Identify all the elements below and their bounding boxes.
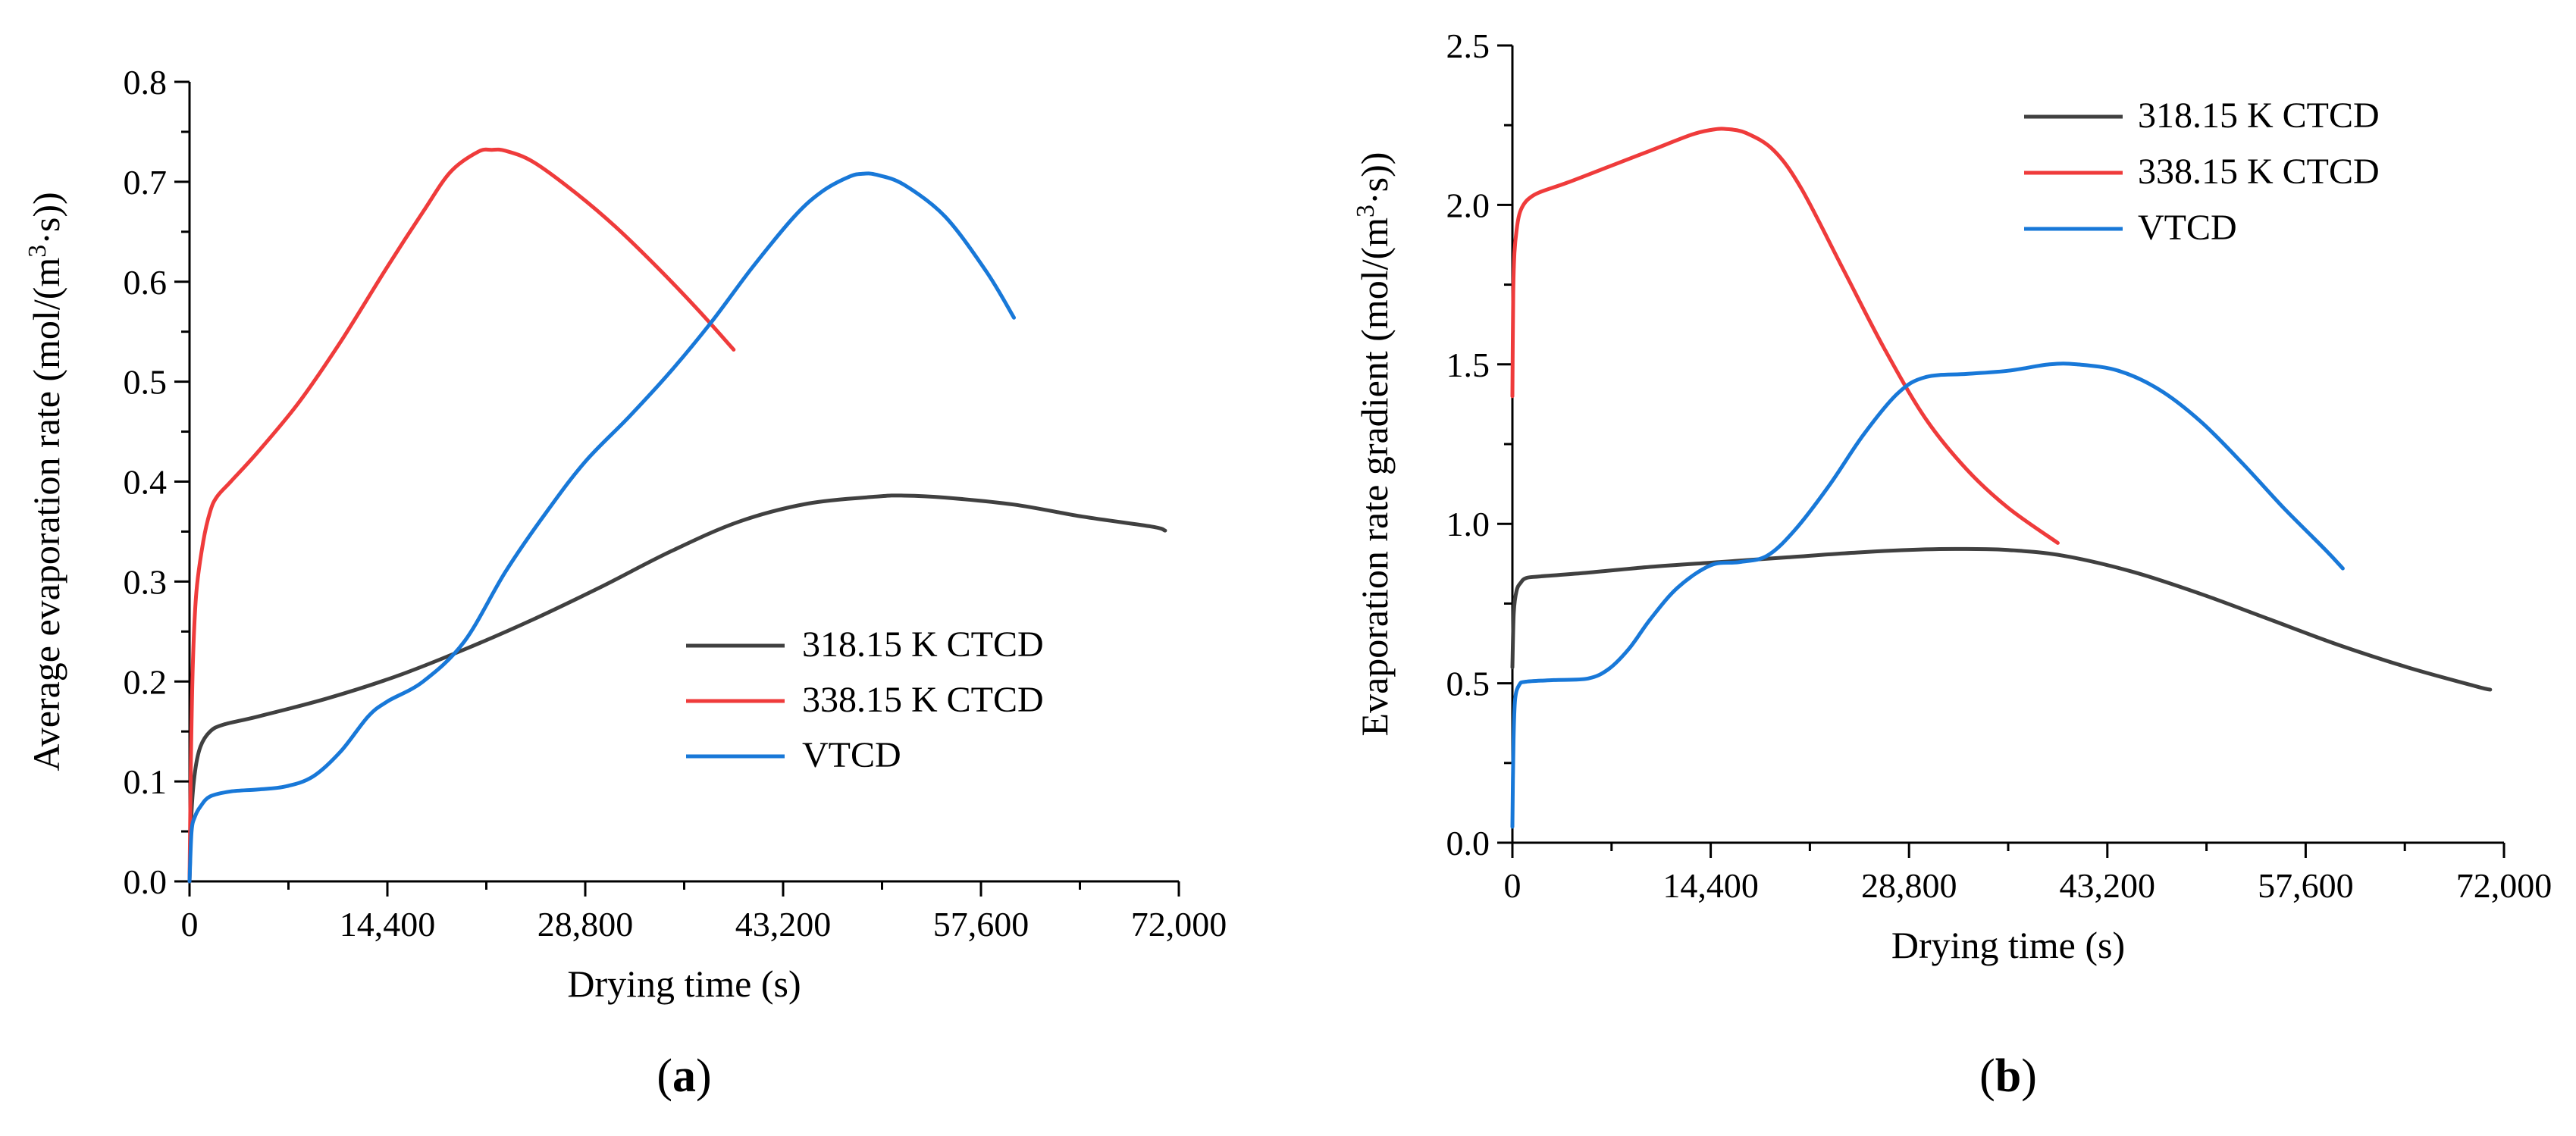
series-line-3: [187, 171, 1016, 884]
y-tick-label: 0.5: [124, 363, 168, 402]
panel-label-open: (: [657, 1050, 672, 1102]
panel-label-letter: a: [672, 1050, 696, 1102]
y-axis-title-main: Evaporation rate gradient (mol/(m: [1353, 217, 1396, 737]
x-tick-label: 0: [181, 905, 199, 944]
x-tick-label: 57,600: [933, 905, 1029, 944]
x-axis-title: Drying time (s): [1891, 924, 2125, 966]
legend-label: 318.15 K CTCD: [2138, 95, 2380, 136]
y-tick-label: 0.2: [124, 662, 168, 701]
legend-label: 318.15 K CTCD: [802, 624, 1044, 665]
series-line-2: [1510, 127, 2060, 545]
y-tick-label: 0.8: [124, 63, 168, 102]
legend-label: VTCD: [2138, 208, 2237, 248]
series-line-1: [187, 493, 1167, 884]
x-tick-label: 43,200: [735, 905, 832, 944]
legend: 318.15 K CTCD 338.15 K CTCD VTCD: [686, 624, 1044, 775]
y-tick-label: 0.0: [1446, 824, 1490, 862]
x-tick-label: 14,400: [340, 905, 436, 944]
y-tick-label: 1.0: [1446, 505, 1490, 543]
panel-label: (b): [1979, 1050, 2037, 1102]
y-tick-label: 2.0: [1446, 186, 1490, 224]
series-line-2: [187, 147, 736, 884]
x-axis-title: Drying time (s): [567, 962, 801, 1005]
y-tick-label: 1.5: [1446, 346, 1490, 384]
panel-a-chart: 0 14,400 28,800 43,200 57,600 72,000 0.0 0.1 0.2…: [24, 63, 1227, 1102]
panel-label-letter: b: [1995, 1050, 2021, 1102]
legend-label: VTCD: [802, 735, 901, 775]
y-tick-label: 0.4: [124, 463, 168, 502]
series-line-3: [1510, 361, 2345, 829]
x-tick-label: 43,200: [2060, 866, 2156, 905]
y-axis-title-superscript: 3: [24, 245, 52, 258]
y-axis-title-tail: ·s)): [1353, 152, 1396, 205]
y-axis-title-main: Average evaporation rate (mol/(m: [25, 258, 67, 771]
panel-label-close: ): [696, 1050, 712, 1102]
y-tick-label: 2.5: [1446, 27, 1490, 65]
y-tick-label: 0.7: [124, 163, 168, 202]
legend: 318.15 K CTCD 338.15 K CTCD VTCD: [2024, 95, 2380, 248]
x-tick-label: 57,600: [2258, 866, 2354, 905]
y-axis-title: Average evaporation rate (mol/(m3·s)): [24, 192, 67, 771]
y-tick-label: 0.6: [124, 263, 168, 302]
panel-label: (a): [657, 1050, 711, 1102]
x-tick-label: 28,800: [537, 905, 634, 944]
y-axis-title: Evaporation rate gradient (mol/(m3·s)): [1352, 152, 1396, 737]
legend-label: 338.15 K CTCD: [802, 680, 1044, 720]
series-line-1: [1510, 546, 2493, 692]
panel-b-chart: 0 14,400 28,800 43,200 57,600 72,000 0.0 0.5 1.0…: [1352, 27, 2552, 1102]
y-axis-title-superscript: 3: [1352, 205, 1380, 217]
x-tick-label: 72,000: [1131, 905, 1227, 944]
y-tick-label: 0.3: [124, 562, 168, 601]
legend-label: 338.15 K CTCD: [2138, 152, 2380, 192]
x-tick-label: 72,000: [2456, 866, 2552, 905]
x-tick-label: 0: [1504, 866, 1521, 905]
y-tick-label: 0.0: [124, 862, 168, 901]
y-tick-label: 0.5: [1446, 665, 1490, 703]
panel-label-close: ): [2021, 1050, 2037, 1102]
y-tick-label: 0.1: [124, 762, 168, 801]
x-tick-label: 14,400: [1662, 866, 1759, 905]
x-tick-label: 28,800: [1861, 866, 1957, 905]
panel-label-open: (: [1979, 1050, 1995, 1102]
y-axis-title-tail: ·s)): [25, 192, 67, 244]
